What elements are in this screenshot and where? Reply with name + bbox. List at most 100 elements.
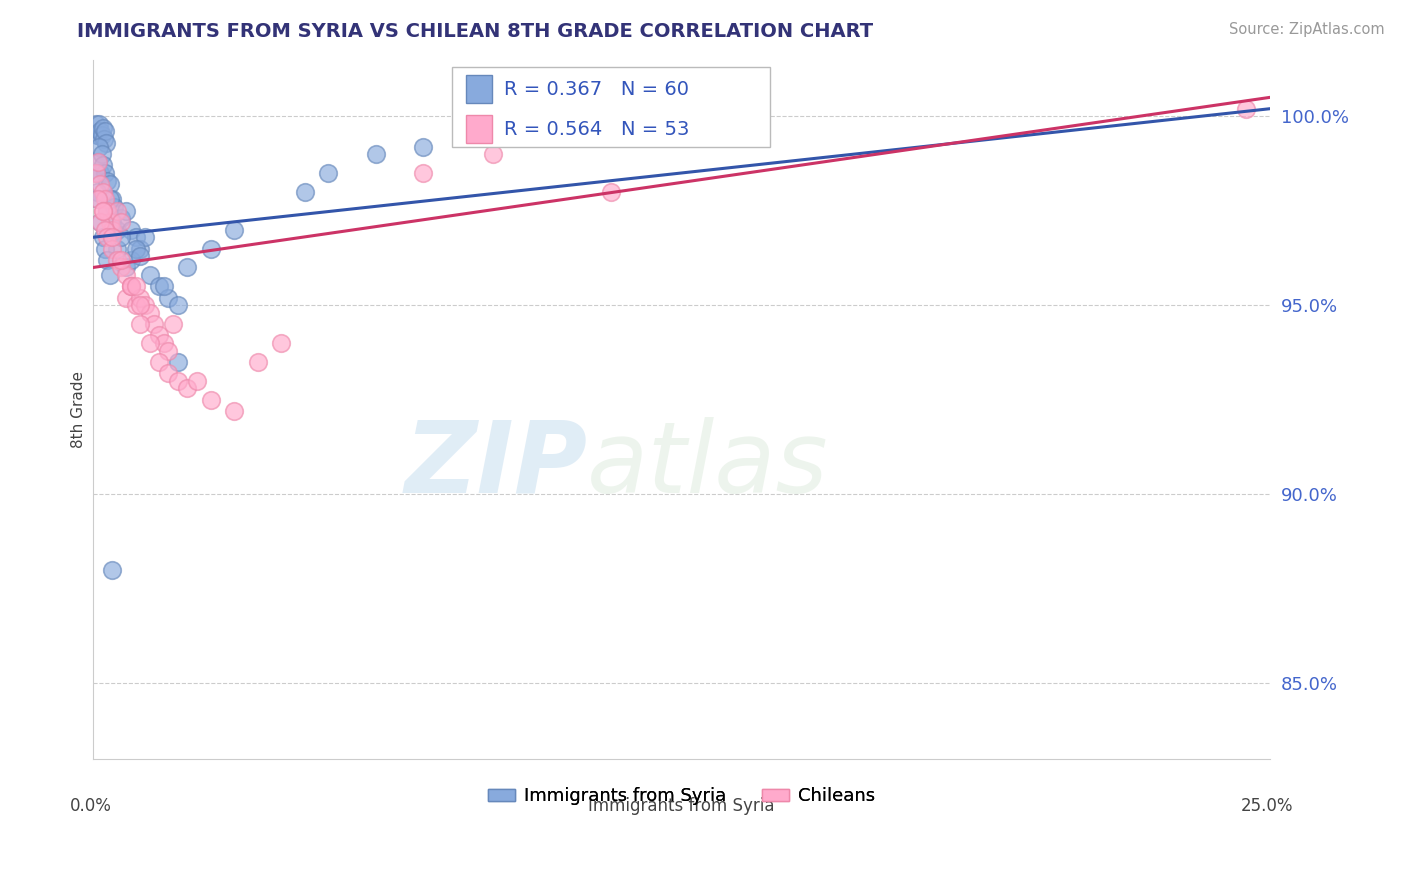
Point bbox=[98, 178, 121, 192]
Point bbox=[134, 230, 156, 244]
Point bbox=[91, 158, 114, 172]
Point bbox=[115, 203, 138, 218]
Text: IMMIGRANTS FROM SYRIA VS CHILEAN 8TH GRADE CORRELATION CHART: IMMIGRANTS FROM SYRIA VS CHILEAN 8TH GRA… bbox=[77, 22, 873, 41]
Point bbox=[115, 260, 138, 275]
Point bbox=[91, 203, 114, 218]
Point bbox=[101, 563, 124, 577]
Point bbox=[110, 211, 132, 226]
Point bbox=[186, 374, 208, 388]
Point bbox=[167, 374, 190, 388]
Point bbox=[148, 328, 170, 343]
Point bbox=[270, 336, 292, 351]
Point bbox=[91, 230, 114, 244]
Point bbox=[124, 242, 146, 256]
Point bbox=[224, 404, 246, 418]
Point bbox=[91, 203, 114, 218]
Point bbox=[87, 193, 110, 207]
Text: 25.0%: 25.0% bbox=[1240, 797, 1294, 815]
Point bbox=[200, 242, 222, 256]
Point bbox=[124, 279, 146, 293]
Point bbox=[94, 222, 117, 236]
Point bbox=[98, 268, 121, 282]
Point bbox=[96, 203, 118, 218]
Text: atlas: atlas bbox=[588, 417, 830, 514]
Point bbox=[94, 166, 117, 180]
Point bbox=[103, 200, 125, 214]
Point bbox=[364, 147, 387, 161]
Point bbox=[94, 193, 117, 207]
Point bbox=[87, 193, 110, 207]
Point bbox=[91, 120, 114, 135]
Point bbox=[124, 230, 146, 244]
Point bbox=[458, 128, 481, 143]
Point bbox=[91, 185, 114, 199]
Text: R = 0.367   N = 60: R = 0.367 N = 60 bbox=[503, 79, 689, 99]
Point bbox=[96, 173, 118, 187]
Point bbox=[101, 242, 124, 256]
Point bbox=[89, 124, 111, 138]
Point bbox=[167, 355, 190, 369]
Point bbox=[129, 242, 152, 256]
Point bbox=[96, 136, 118, 150]
Point bbox=[87, 117, 110, 131]
Point bbox=[599, 185, 621, 199]
Point bbox=[143, 317, 166, 331]
Point bbox=[96, 230, 118, 244]
Point bbox=[138, 268, 160, 282]
Point bbox=[200, 392, 222, 407]
Point bbox=[105, 242, 128, 256]
Point bbox=[101, 193, 124, 207]
FancyBboxPatch shape bbox=[467, 75, 492, 103]
Point bbox=[101, 222, 124, 236]
Point bbox=[101, 230, 124, 244]
Point bbox=[506, 109, 529, 123]
Point bbox=[84, 166, 107, 180]
Point bbox=[90, 128, 112, 143]
Point bbox=[482, 147, 505, 161]
Point bbox=[120, 279, 142, 293]
Point bbox=[129, 317, 152, 331]
FancyBboxPatch shape bbox=[451, 67, 769, 147]
Point bbox=[157, 366, 180, 380]
Point bbox=[94, 124, 117, 138]
Point bbox=[96, 252, 118, 267]
Point bbox=[120, 222, 142, 236]
Point bbox=[98, 193, 121, 207]
Point bbox=[167, 298, 190, 312]
Point bbox=[176, 381, 198, 395]
Point bbox=[162, 317, 184, 331]
Point bbox=[110, 215, 132, 229]
Point bbox=[105, 252, 128, 267]
Point bbox=[89, 166, 111, 180]
Point bbox=[176, 260, 198, 275]
Point bbox=[115, 291, 138, 305]
FancyBboxPatch shape bbox=[467, 115, 492, 144]
Text: Immigrants from Syria: Immigrants from Syria bbox=[588, 797, 775, 815]
Point bbox=[148, 279, 170, 293]
Point bbox=[93, 132, 115, 146]
Point bbox=[86, 128, 108, 143]
Point bbox=[152, 336, 174, 351]
Point bbox=[94, 242, 117, 256]
Point bbox=[1234, 102, 1257, 116]
Point bbox=[148, 355, 170, 369]
Point bbox=[87, 154, 110, 169]
Point bbox=[120, 279, 142, 293]
Point bbox=[105, 203, 128, 218]
Point bbox=[115, 268, 138, 282]
Point bbox=[89, 215, 111, 229]
Point bbox=[105, 222, 128, 236]
Point bbox=[129, 298, 152, 312]
Point bbox=[96, 203, 118, 218]
Point bbox=[129, 291, 152, 305]
Legend: Immigrants from Syria, Chileans: Immigrants from Syria, Chileans bbox=[481, 780, 883, 813]
Point bbox=[129, 249, 152, 263]
Point bbox=[124, 298, 146, 312]
Text: Source: ZipAtlas.com: Source: ZipAtlas.com bbox=[1229, 22, 1385, 37]
Point bbox=[87, 128, 110, 143]
Point bbox=[294, 185, 316, 199]
Text: ZIP: ZIP bbox=[405, 417, 588, 514]
Point bbox=[120, 252, 142, 267]
Point bbox=[120, 279, 142, 293]
Text: R = 0.564   N = 53: R = 0.564 N = 53 bbox=[503, 120, 689, 139]
